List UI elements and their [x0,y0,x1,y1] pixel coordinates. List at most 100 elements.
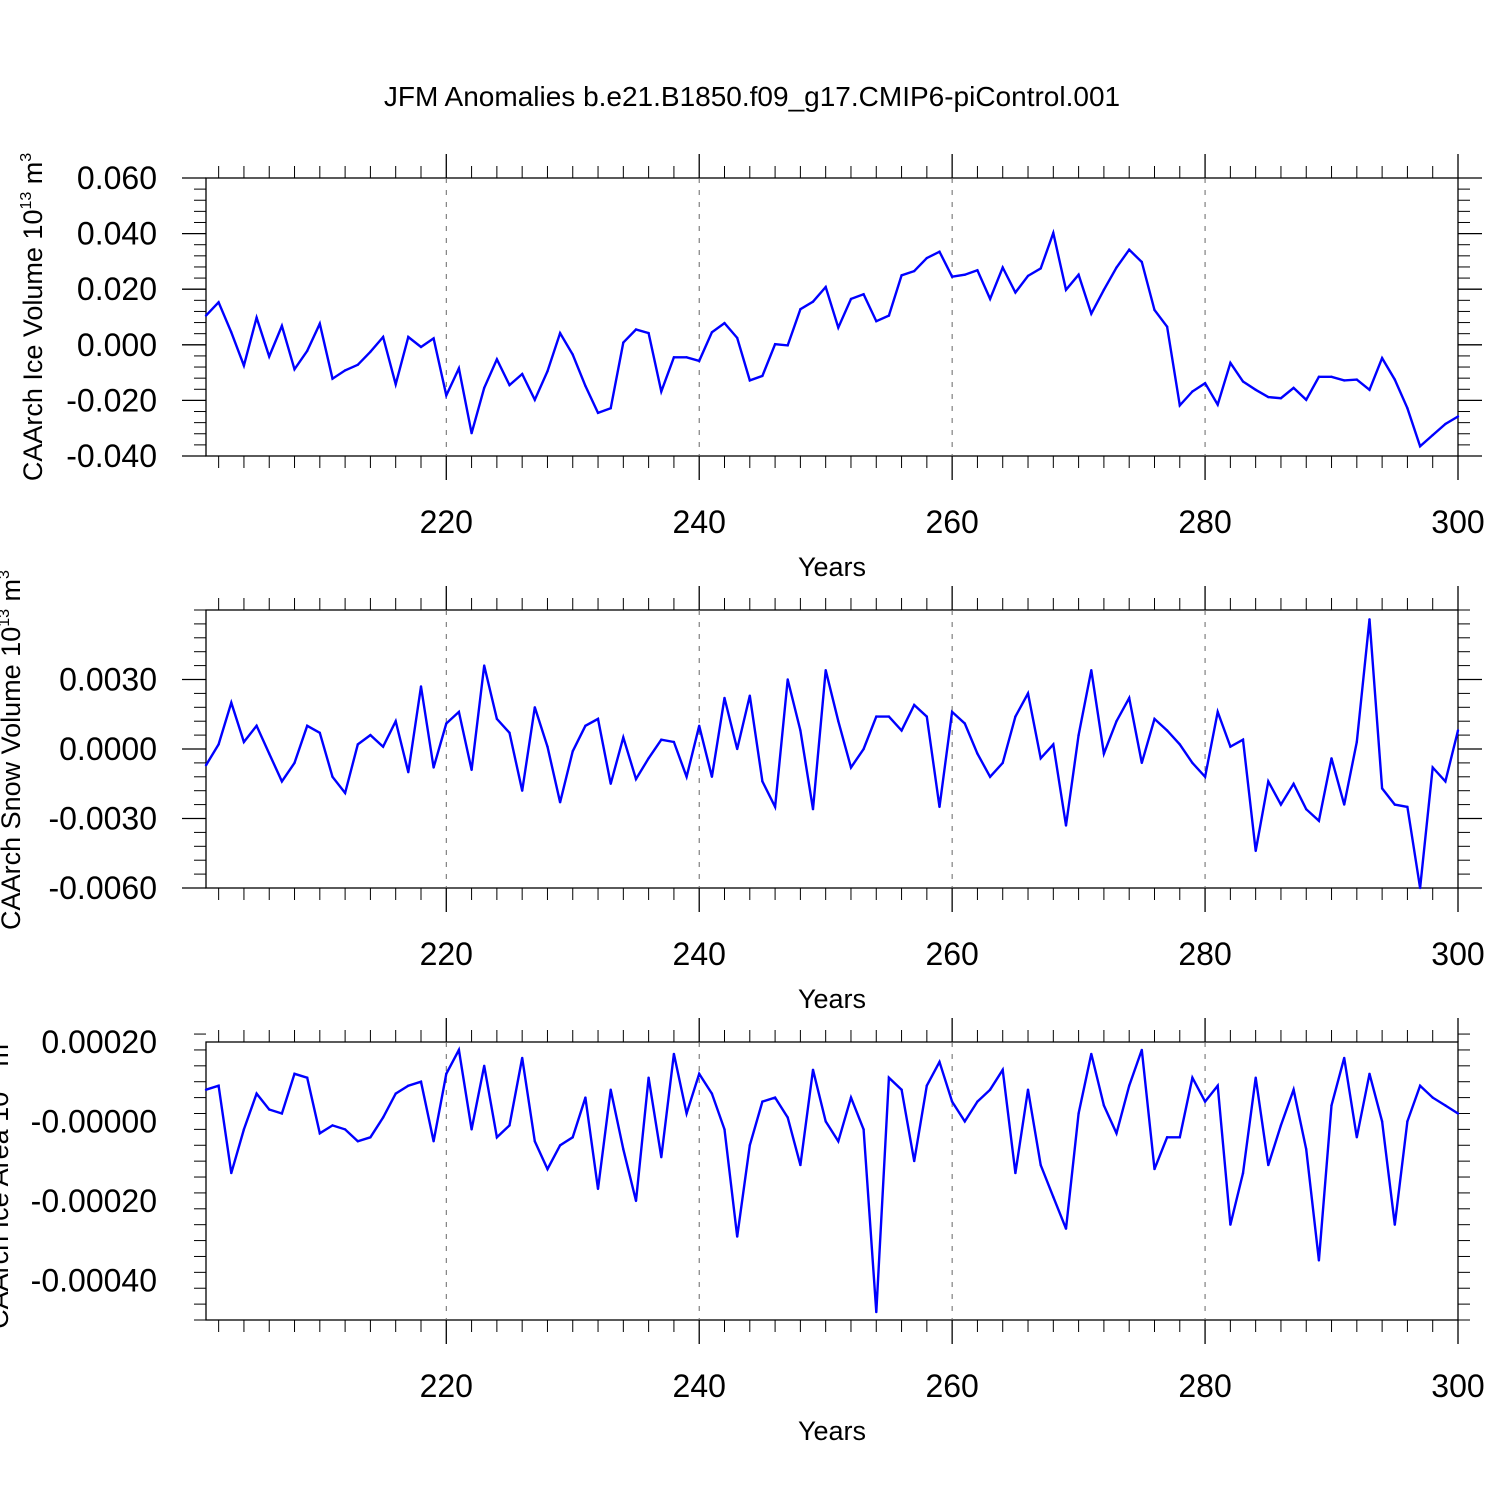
y-axis-label-exponent: 13 [0,609,13,627]
data-point [773,1096,777,1099]
x-axis-ticks: 220 240 260 280 300 [218,154,1485,540]
data-point [1305,398,1308,401]
data-point [1229,1223,1232,1226]
data-point [293,1072,296,1076]
x-tick-label: 260 [925,504,978,540]
data-point [1343,803,1346,806]
y-tick-label: -0.00000 [31,1103,157,1139]
data-point [748,1144,751,1147]
data-point [1292,782,1295,785]
y-axis-label-text: CAArch Snow Volume 10 [0,627,26,930]
data-point [811,808,815,811]
data-point [1026,1088,1030,1091]
data-point [331,377,334,380]
data-point [1229,361,1232,365]
data-point [483,664,486,667]
data-point [875,320,878,323]
data-point [925,1084,928,1087]
data-point [1077,733,1080,737]
data-point [306,1076,309,1079]
x-tick-label: 260 [925,1368,978,1404]
data-point [1102,752,1106,755]
x-axis-ticks: 220 240 260 280 300 [218,586,1485,972]
data-point [988,1088,992,1091]
panel-snow-volume: -0.0060 -0.0030 0.0000 0.0030 220 240 260 280 3… [0,570,1485,1014]
data-point [824,1120,827,1123]
data-point [773,805,777,809]
data-point [1052,231,1055,235]
data-point [1128,696,1131,700]
data-point [1254,849,1257,853]
data-point [786,1116,789,1119]
data-point [394,1092,397,1095]
data-point [596,717,600,721]
data-point [1254,388,1257,391]
data-point [470,1128,473,1131]
data-point [394,383,397,386]
data-point [1216,403,1219,406]
data-point [849,297,853,301]
data-point [1064,1227,1068,1230]
data-point [963,722,966,725]
data-point [546,745,549,748]
data-point [533,1140,536,1143]
data-point [976,1100,979,1103]
data-point [837,720,840,723]
data-point [432,337,435,340]
data-point [407,771,410,774]
data-point [1456,415,1460,418]
data-point [318,322,321,325]
y-axis-label-exponent: 13 [18,192,35,210]
data-point [533,706,536,709]
data-point [963,273,966,276]
data-point [596,411,600,415]
data-point [318,1132,321,1135]
data-point [1077,273,1080,276]
data-point [242,740,246,744]
data-point [268,1108,271,1111]
y-tick-label: -0.020 [66,382,157,418]
data-point [1406,407,1409,410]
data-point [521,789,524,792]
data-point [660,390,663,393]
data-point [571,750,574,753]
y-axis-label-unit: m [0,1044,14,1074]
y-tick-label: -0.0030 [48,801,157,837]
data-point [862,1128,865,1131]
data-point [470,432,473,435]
data-point [432,1140,435,1143]
data-point [1355,1136,1359,1139]
x-tick-label: 220 [420,936,473,972]
data-point [217,743,220,746]
data-point [925,715,928,718]
data-point [1165,729,1169,732]
x-tick-label: 280 [1178,936,1231,972]
data-point [837,326,840,329]
data-point [1090,1052,1093,1056]
data-point [1052,743,1055,746]
data-points [204,231,1460,448]
data-point [1064,288,1068,291]
data-point [1178,1136,1182,1139]
ice-volume-series-line [205,228,1459,449]
data-point [862,747,865,751]
x-tick-label: 300 [1431,936,1484,972]
data-point [1153,717,1156,721]
data-point [1165,325,1169,328]
x-tick-label: 300 [1431,504,1484,540]
data-point [1090,669,1093,672]
snow-volume-series-line [204,619,1460,889]
data-point [331,1124,334,1127]
data-point [723,321,726,325]
data-point [407,1084,410,1087]
y-axis-label-exponent: 13 [0,1074,1,1092]
data-point [1305,1148,1308,1151]
data-point [1001,1068,1004,1072]
data-point [306,349,309,353]
data-point [976,269,979,272]
x-tick-label: 220 [420,1368,473,1404]
ice-area-series-line [205,1046,1459,1313]
data-point [963,1120,966,1123]
data-point [343,1128,347,1131]
